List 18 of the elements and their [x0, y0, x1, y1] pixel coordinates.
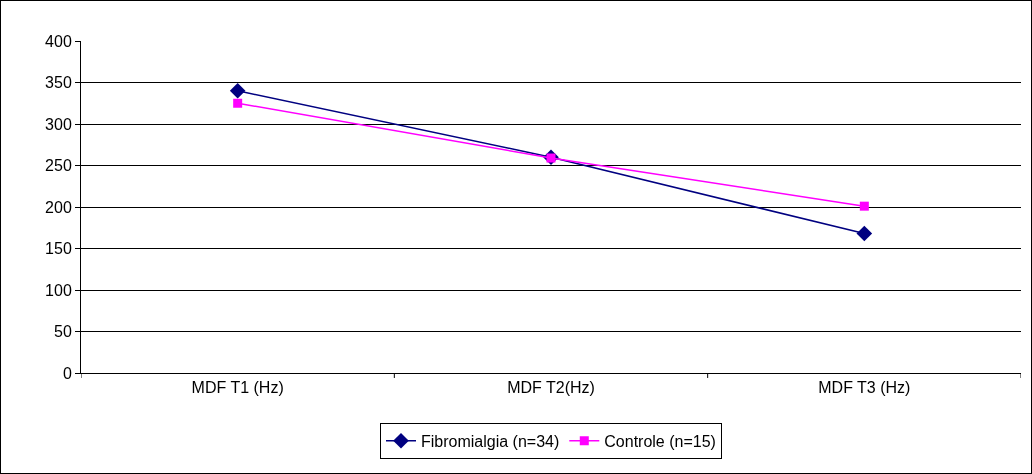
y-tick-label: 350 — [45, 74, 72, 92]
legend-label: Controle (n=15) — [604, 432, 716, 450]
x-tick-label: MDF T1 (Hz) — [191, 379, 284, 397]
x-tick-label: MDF T3 (Hz) — [818, 379, 911, 397]
point — [229, 83, 246, 99]
point — [233, 98, 243, 108]
y-tick-label: 150 — [45, 240, 72, 258]
y-tick-label: 50 — [54, 323, 72, 341]
x-tick-label: MDF T2(Hz) — [507, 379, 595, 397]
y-tick-label: 200 — [45, 198, 72, 216]
point — [859, 201, 869, 211]
y-tick-label: 300 — [45, 115, 72, 133]
y-tick-label: 400 — [45, 32, 72, 50]
point — [856, 225, 873, 242]
legend-label: Fibromialgia (n=34) — [421, 432, 560, 450]
y-tick-label: 250 — [45, 157, 72, 175]
y-tick-label: 100 — [45, 281, 72, 299]
y-tick-label: 0 — [62, 364, 72, 382]
